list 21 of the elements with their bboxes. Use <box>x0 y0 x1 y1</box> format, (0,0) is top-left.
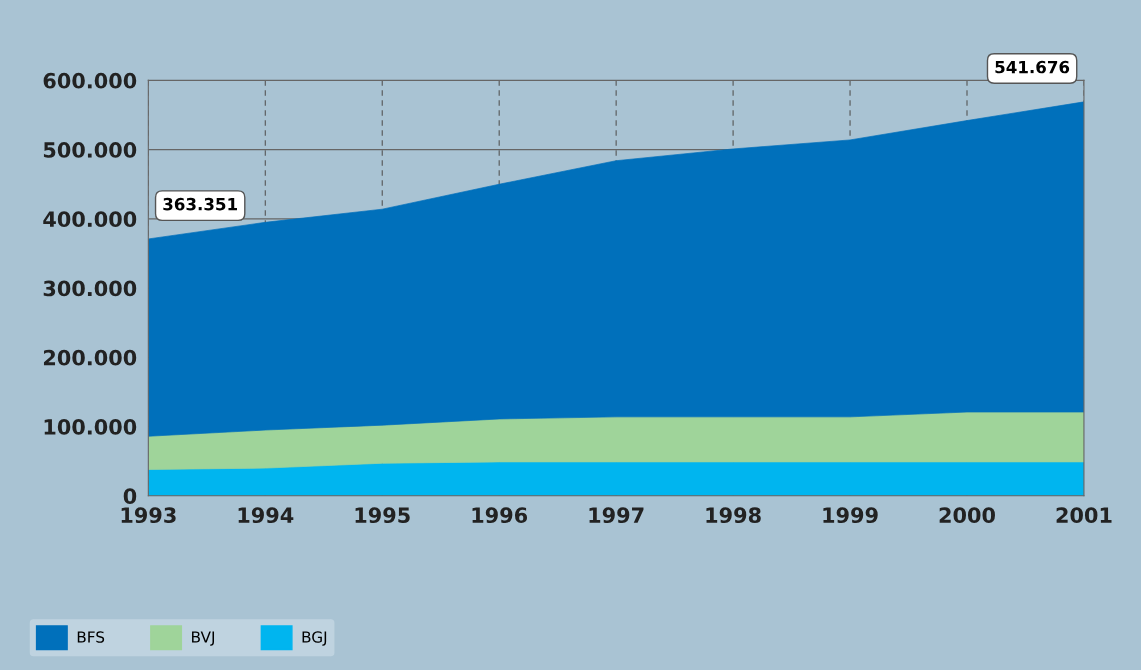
legend-label: BVJ <box>192 631 215 646</box>
y-tick-label: 400.000 <box>43 211 137 228</box>
x-tick-label: 2001 <box>1056 507 1112 524</box>
x-tick-label: 1998 <box>706 507 761 524</box>
x-tick-label: 2000 <box>939 507 995 524</box>
y-tick-label: 600.000 <box>43 72 137 89</box>
y-tick-label: 300.000 <box>43 280 137 297</box>
annotation: 363.351 <box>163 197 237 211</box>
annotation: 541.676 <box>995 60 1070 74</box>
x-tick-label: 1999 <box>823 507 878 524</box>
legend-label: BFS <box>77 631 105 643</box>
y-tick-label: 0 <box>123 488 137 505</box>
x-tick-label: 1994 <box>238 507 294 524</box>
legend-label: BGJ <box>302 631 327 646</box>
y-tick-label: 500.000 <box>43 142 137 158</box>
x-tick-label: 1996 <box>472 507 528 524</box>
y-tick-label: 100.000 <box>44 419 137 435</box>
x-tick-label: 1993 <box>121 507 176 524</box>
y-tick-label: 200.000 <box>43 349 137 366</box>
x-tick-label: 1997 <box>589 507 644 524</box>
x-tick-label: 1995 <box>355 507 410 524</box>
